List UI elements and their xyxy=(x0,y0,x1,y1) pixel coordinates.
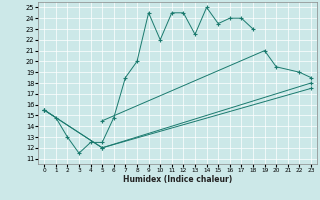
X-axis label: Humidex (Indice chaleur): Humidex (Indice chaleur) xyxy=(123,175,232,184)
